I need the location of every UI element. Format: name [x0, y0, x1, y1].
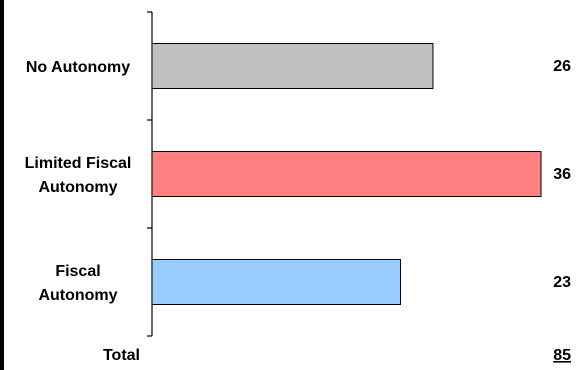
- total-value: 85: [553, 347, 571, 364]
- bar-1: [151, 43, 434, 89]
- bars: [151, 43, 542, 305]
- bar-3: [151, 259, 402, 305]
- total-label: Total: [103, 347, 140, 364]
- category-label-line: Autonomy: [38, 287, 117, 304]
- axis-ticks: [147, 11, 152, 337]
- category-label-1: No Autonomy: [26, 59, 130, 76]
- category-label-2: Limited Fiscal Autonomy: [25, 155, 132, 196]
- value-label-1: 26: [553, 58, 571, 75]
- value-labels: 26 36 23: [553, 58, 571, 291]
- category-labels: No Autonomy Limited Fiscal Autonomy Fiscal A…: [25, 59, 132, 304]
- value-label-2: 36: [553, 166, 571, 183]
- value-label-3: 23: [553, 274, 571, 291]
- category-label-3: Fiscal Autonomy: [38, 263, 117, 304]
- category-label-line: Autonomy: [38, 179, 117, 196]
- category-label-line: No Autonomy: [26, 59, 130, 76]
- category-label-line: Fiscal: [55, 263, 100, 280]
- left-border: [0, 0, 4, 370]
- bar-2: [151, 151, 542, 197]
- category-label-line: Limited Fiscal: [25, 155, 132, 172]
